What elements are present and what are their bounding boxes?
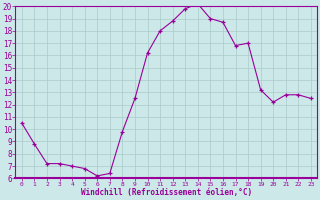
X-axis label: Windchill (Refroidissement éolien,°C): Windchill (Refroidissement éolien,°C) [81,188,252,197]
